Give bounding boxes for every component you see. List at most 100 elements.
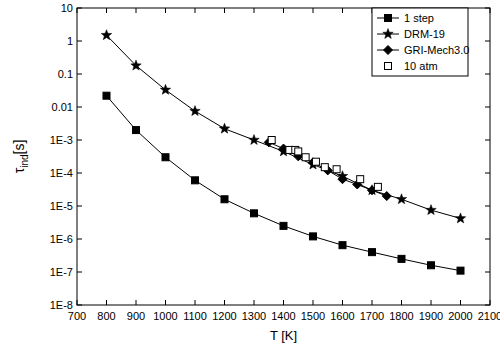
x-tick-label: 1700	[360, 310, 384, 322]
x-tick	[372, 300, 373, 305]
data-point	[398, 255, 405, 262]
x-tick-label: 1000	[153, 310, 177, 322]
data-point	[396, 194, 406, 204]
data-point	[310, 233, 317, 240]
y-tick	[77, 8, 82, 9]
x-tick	[490, 300, 491, 305]
y-tick	[77, 206, 82, 207]
y-tick-right	[485, 239, 490, 240]
y-axis-label: τind[s]	[11, 140, 30, 174]
data-point	[162, 154, 169, 161]
data-point	[312, 158, 319, 165]
y-label-unit: [s]	[11, 140, 27, 155]
y-tick	[77, 239, 82, 240]
data-point	[221, 196, 228, 203]
y-tick-label: 1E-8	[50, 299, 73, 311]
data-point	[457, 267, 464, 274]
data-point	[101, 30, 111, 40]
data-point	[357, 176, 364, 183]
legend-marker	[384, 46, 393, 55]
y-tick-right	[485, 140, 490, 141]
x-tick-top	[283, 8, 284, 13]
x-tick-top	[490, 8, 491, 13]
y-tick-label: 1E-7	[50, 266, 73, 278]
y-tick-right	[485, 74, 490, 75]
x-tick	[431, 300, 432, 305]
y-tick-label: 1	[67, 35, 73, 47]
x-tick-label: 1400	[271, 310, 295, 322]
legend-marker	[385, 63, 392, 70]
data-point	[428, 262, 435, 269]
x-tick	[136, 300, 137, 305]
data-point	[131, 60, 141, 70]
data-point	[295, 148, 302, 155]
x-tick	[224, 300, 225, 305]
x-tick-top	[77, 8, 78, 13]
x-tick-label: 2100	[478, 310, 500, 322]
data-point	[219, 123, 229, 133]
x-tick-label: 1800	[389, 310, 413, 322]
x-tick-label: 800	[97, 310, 115, 322]
y-tick	[77, 305, 82, 306]
data-point	[249, 135, 259, 145]
x-tick-label: 1900	[419, 310, 443, 322]
x-tick-top	[106, 8, 107, 13]
x-tick-label: 1100	[183, 310, 207, 322]
x-tick	[401, 300, 402, 305]
x-tick-label: 1300	[242, 310, 266, 322]
x-tick-top	[165, 8, 166, 13]
y-tick-right	[485, 173, 490, 174]
x-tick	[254, 300, 255, 305]
legend: 1 step DRM-19 GRI-Mech3.0 10 atm	[372, 8, 469, 76]
data-point	[369, 249, 376, 256]
x-tick	[283, 300, 284, 305]
x-tick-top	[224, 8, 225, 13]
legend-marker	[385, 15, 392, 22]
y-tick-label: 1E-3	[50, 134, 73, 146]
x-axis-label: T [K]	[270, 328, 297, 343]
y-tick-right	[485, 8, 490, 9]
series-line	[107, 96, 461, 271]
y-tick-right	[485, 41, 490, 42]
legend-label: 10 atm	[404, 60, 438, 72]
x-tick	[106, 300, 107, 305]
data-point	[339, 242, 346, 249]
data-point	[302, 154, 309, 161]
plot-area	[101, 30, 465, 274]
x-tick	[460, 300, 461, 305]
x-tick-label: 2000	[448, 310, 472, 322]
data-point	[321, 164, 328, 171]
data-point	[268, 137, 275, 144]
data-point	[338, 175, 347, 184]
x-tick-top	[195, 8, 196, 13]
data-point	[426, 205, 436, 215]
y-tick-label: 1E-6	[50, 233, 73, 245]
y-tick	[77, 41, 82, 42]
series-line	[107, 35, 461, 218]
x-tick-label: 700	[68, 310, 86, 322]
y-tick-right	[485, 305, 490, 306]
y-tick-label: 0.1	[58, 68, 73, 80]
x-tick-label: 1500	[301, 310, 325, 322]
data-point	[160, 84, 170, 94]
legend-label: DRM-19	[404, 28, 445, 40]
data-point	[190, 106, 200, 116]
x-tick	[195, 300, 196, 305]
x-tick	[342, 300, 343, 305]
x-tick	[77, 300, 78, 305]
y-tick-right	[485, 272, 490, 273]
y-tick	[77, 173, 82, 174]
data-point	[455, 213, 465, 223]
y-tick	[77, 140, 82, 141]
x-tick-top	[254, 8, 255, 13]
legend-label: 1 step	[404, 12, 434, 24]
data-point	[251, 210, 258, 217]
x-tick-label: 1600	[330, 310, 354, 322]
legend-box	[372, 8, 468, 76]
y-tick-label: 1E-5	[50, 200, 73, 212]
x-tick-label: 900	[127, 310, 145, 322]
y-tick-label: 1E-4	[50, 167, 73, 179]
data-point	[280, 222, 287, 229]
y-tick-right	[485, 107, 490, 108]
legend-label: GRI-Mech3.0	[404, 44, 469, 56]
